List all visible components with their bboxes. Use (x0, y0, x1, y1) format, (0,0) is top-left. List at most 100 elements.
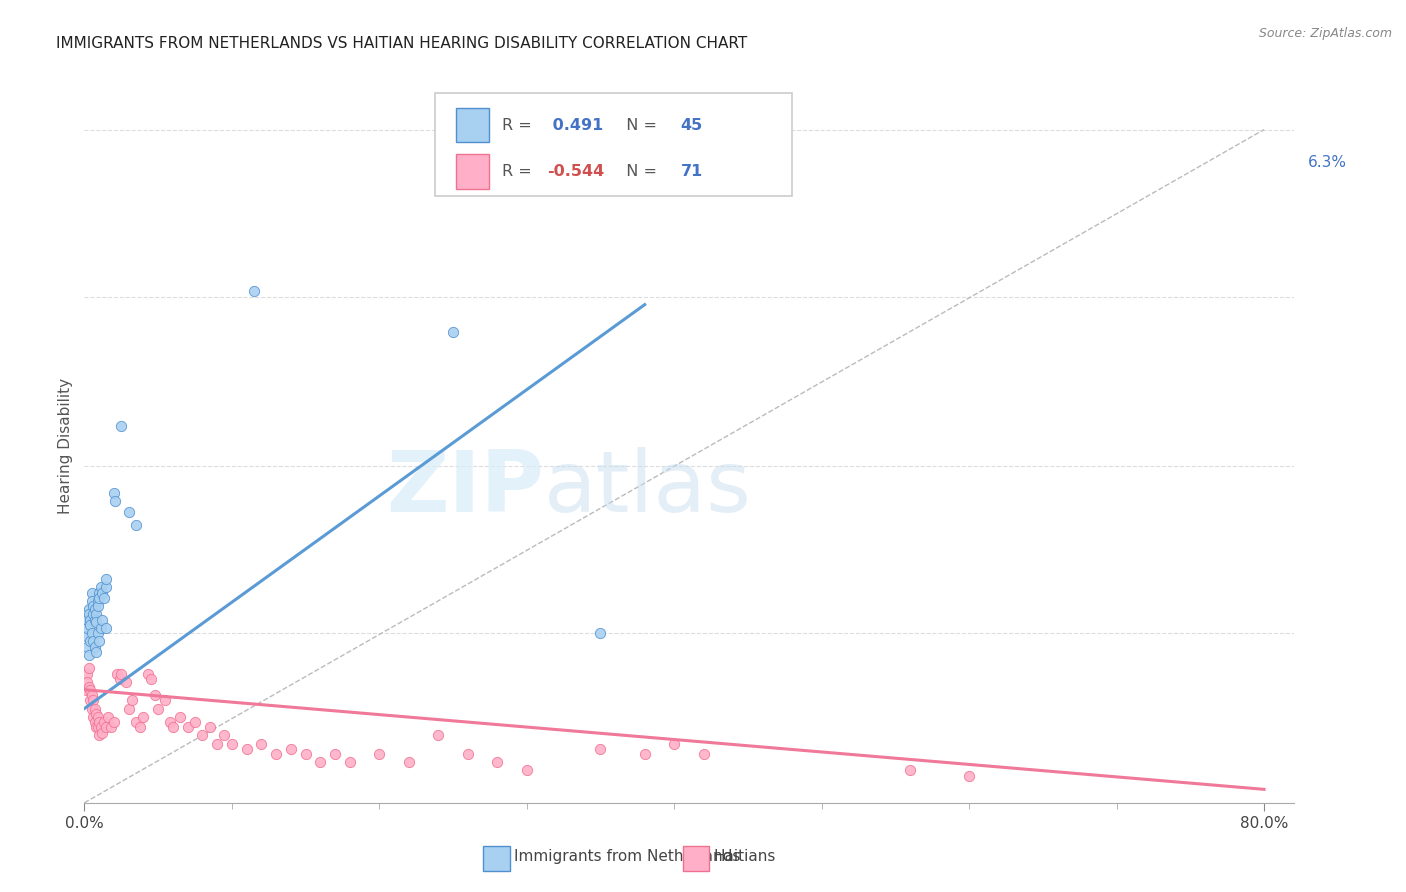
Point (589, 742, 612, 756)
Point (82, 693, 104, 707)
Point (104, 494, 127, 508)
Text: atlas: atlas (544, 447, 752, 531)
Point (205, 737, 228, 751)
Point (82, 634, 104, 648)
Point (132, 709, 155, 723)
Point (96, 621, 118, 635)
Point (93, 714, 115, 729)
Point (76, 674, 98, 689)
Point (90, 720, 112, 734)
Point (80, 701, 103, 715)
Point (125, 518, 148, 533)
Point (76, 621, 98, 635)
Point (83, 613, 105, 627)
Point (87, 634, 110, 648)
Point (84, 615, 107, 630)
Text: 45: 45 (681, 118, 703, 133)
Point (589, 626, 612, 640)
Text: IMMIGRANTS FROM NETHERLANDS VS HAITIAN HEARING DISABILITY CORRELATION CHART: IMMIGRANTS FROM NETHERLANDS VS HAITIAN H… (56, 36, 748, 51)
Point (87, 729, 110, 743)
Point (162, 720, 184, 734)
Point (86, 709, 108, 723)
Point (191, 729, 214, 743)
Point (83, 714, 105, 729)
Point (75, 682, 97, 697)
Point (125, 714, 148, 729)
Point (692, 747, 714, 762)
Point (634, 747, 657, 762)
Point (82, 709, 104, 723)
Point (79, 634, 101, 648)
Point (84, 720, 107, 734)
Point (221, 737, 243, 751)
Point (83, 602, 105, 616)
Point (77, 602, 100, 616)
Point (235, 742, 257, 756)
Point (184, 714, 207, 729)
Point (117, 701, 139, 715)
Point (155, 693, 177, 707)
Text: 71: 71 (681, 164, 703, 179)
Point (75, 629, 97, 643)
Point (91, 586, 114, 600)
Point (79, 682, 101, 697)
Point (169, 709, 191, 723)
Point (76, 666, 98, 681)
Text: 0.491: 0.491 (547, 118, 603, 133)
Point (117, 505, 139, 519)
Point (80, 626, 103, 640)
Point (86, 594, 108, 608)
Point (84, 645, 107, 659)
Point (100, 720, 122, 734)
Point (139, 672, 162, 686)
Point (110, 418, 132, 433)
Point (368, 747, 391, 762)
Point (82, 607, 104, 622)
Point (398, 756, 420, 770)
Point (176, 720, 198, 734)
FancyBboxPatch shape (434, 93, 792, 196)
Point (86, 720, 108, 734)
Bar (484, 846, 510, 871)
Point (957, 769, 980, 783)
Bar (456, 154, 489, 188)
Point (83, 640, 105, 654)
Point (294, 747, 316, 762)
Point (91, 726, 114, 740)
Point (339, 756, 361, 770)
Point (136, 666, 159, 681)
Point (103, 714, 125, 729)
Point (80, 688, 103, 702)
Text: N =: N = (616, 164, 662, 179)
Point (898, 764, 921, 778)
Point (86, 599, 108, 614)
Point (82, 599, 104, 614)
Text: N =: N = (616, 118, 662, 133)
Point (87, 586, 110, 600)
Point (96, 580, 118, 594)
Point (77, 607, 100, 622)
Point (79, 693, 101, 707)
Point (214, 729, 236, 743)
Point (96, 572, 118, 586)
Point (91, 613, 114, 627)
Point (243, 284, 266, 298)
Point (86, 626, 108, 640)
Text: Haitians: Haitians (713, 849, 776, 863)
Point (129, 720, 152, 734)
Point (143, 688, 166, 702)
Point (77, 661, 100, 675)
Point (198, 720, 221, 734)
Point (664, 737, 686, 751)
Point (80, 594, 103, 608)
Point (159, 714, 181, 729)
Point (90, 621, 112, 635)
Text: -0.544: -0.544 (547, 164, 605, 179)
Point (96, 720, 118, 734)
Text: ZIP: ZIP (387, 447, 544, 531)
Point (77, 680, 100, 694)
Point (323, 747, 346, 762)
Point (97, 709, 120, 723)
Point (441, 325, 464, 339)
Point (103, 486, 125, 500)
